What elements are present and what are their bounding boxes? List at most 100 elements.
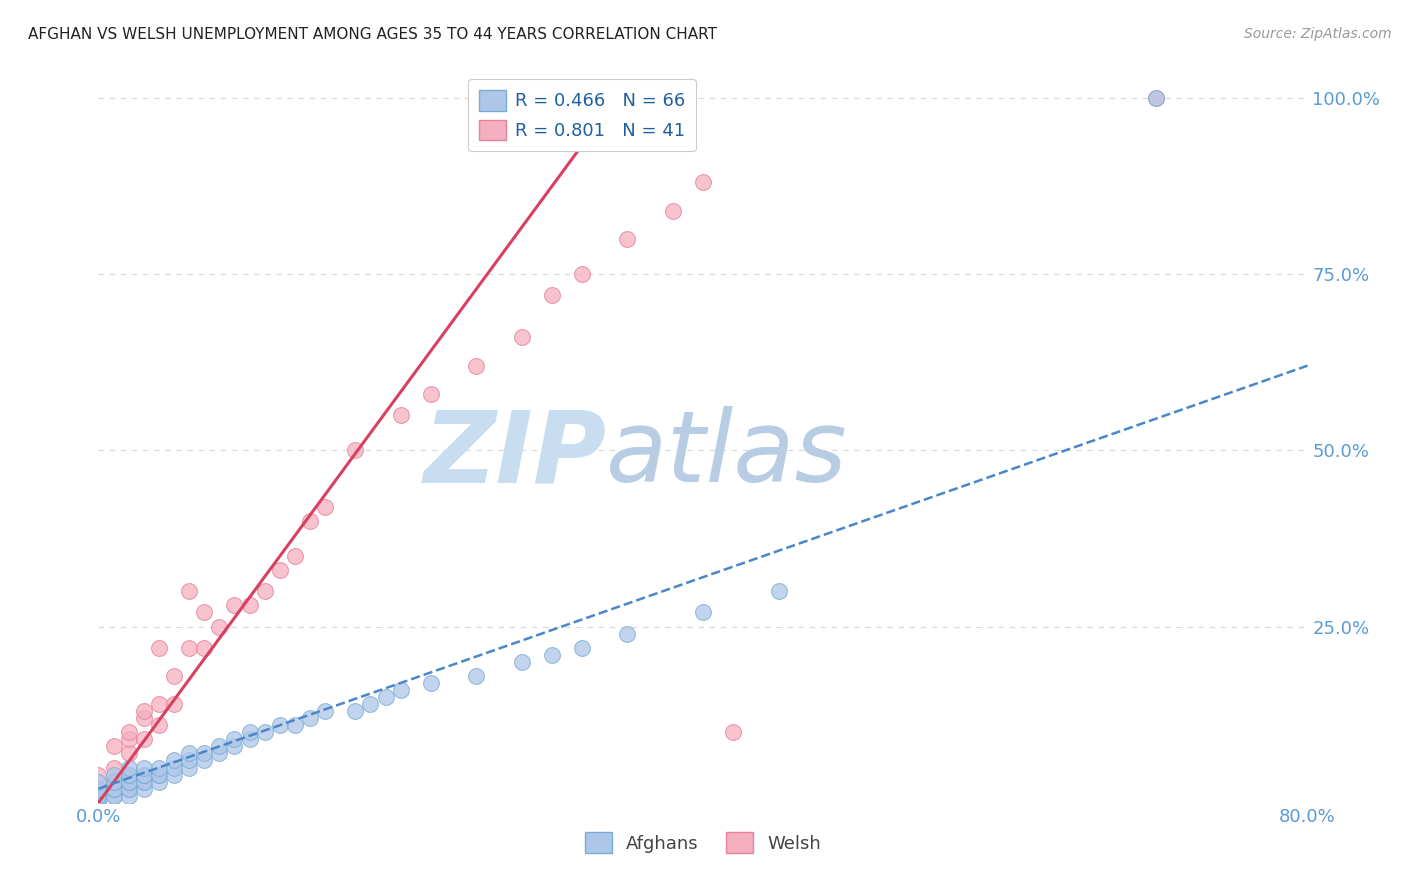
Point	[269, 718, 291, 732]
Point	[103, 767, 125, 781]
Point	[118, 767, 141, 781]
Point	[87, 789, 110, 803]
Point	[253, 584, 276, 599]
Point	[360, 697, 382, 711]
Point	[118, 760, 141, 774]
Point	[299, 711, 322, 725]
Point	[87, 774, 110, 789]
Point	[87, 796, 110, 810]
Point	[148, 760, 170, 774]
Point	[208, 619, 231, 633]
Point	[103, 739, 125, 754]
Point	[179, 754, 201, 768]
Point	[118, 767, 141, 781]
Point	[193, 640, 215, 655]
Point	[179, 760, 201, 774]
Point	[87, 789, 110, 803]
Point	[420, 676, 443, 690]
Point	[87, 781, 110, 796]
Point	[510, 655, 533, 669]
Text: Source: ZipAtlas.com: Source: ZipAtlas.com	[1244, 27, 1392, 41]
Point	[314, 500, 336, 514]
Point	[179, 584, 201, 599]
Point	[193, 747, 215, 761]
Point	[389, 408, 412, 422]
Point	[224, 599, 246, 613]
Point	[616, 232, 638, 246]
Point	[420, 387, 443, 401]
Point	[692, 606, 714, 620]
Text: AFGHAN VS WELSH UNEMPLOYMENT AMONG AGES 35 TO 44 YEARS CORRELATION CHART: AFGHAN VS WELSH UNEMPLOYMENT AMONG AGES …	[28, 27, 717, 42]
Point	[148, 767, 170, 781]
Point	[540, 288, 562, 302]
Point	[208, 739, 231, 754]
Point	[571, 267, 593, 281]
Point	[284, 549, 307, 563]
Point	[132, 760, 155, 774]
Point	[103, 781, 125, 796]
Text: atlas: atlas	[606, 407, 848, 503]
Point	[118, 789, 141, 803]
Point	[239, 599, 262, 613]
Point	[148, 718, 170, 732]
Point	[118, 747, 141, 761]
Point	[344, 704, 367, 718]
Point	[224, 739, 246, 754]
Point	[389, 683, 412, 698]
Point	[723, 725, 745, 739]
Point	[284, 718, 307, 732]
Point	[465, 669, 488, 683]
Point	[208, 747, 231, 761]
Point	[239, 732, 262, 747]
Point	[103, 760, 125, 774]
Point	[163, 767, 186, 781]
Point	[87, 781, 110, 796]
Point	[314, 704, 336, 718]
Point	[118, 774, 141, 789]
Point	[132, 704, 155, 718]
Point	[1144, 91, 1167, 105]
Point	[179, 640, 201, 655]
Point	[118, 774, 141, 789]
Point	[193, 754, 215, 768]
Point	[253, 725, 276, 739]
Point	[132, 767, 155, 781]
Point	[132, 732, 155, 747]
Point	[374, 690, 396, 704]
Point	[103, 774, 125, 789]
Point	[118, 732, 141, 747]
Point	[103, 789, 125, 803]
Point	[163, 754, 186, 768]
Point	[299, 514, 322, 528]
Point	[148, 640, 170, 655]
Point	[465, 359, 488, 373]
Point	[768, 584, 790, 599]
Point	[1144, 91, 1167, 105]
Point	[616, 626, 638, 640]
Point	[179, 747, 201, 761]
Point	[87, 781, 110, 796]
Point	[132, 711, 155, 725]
Point	[692, 175, 714, 189]
Point	[269, 563, 291, 577]
Point	[103, 781, 125, 796]
Point	[118, 781, 141, 796]
Point	[224, 732, 246, 747]
Point	[163, 760, 186, 774]
Point	[163, 669, 186, 683]
Point	[239, 725, 262, 739]
Point	[344, 443, 367, 458]
Point	[193, 606, 215, 620]
Point	[118, 781, 141, 796]
Text: ZIP: ZIP	[423, 407, 606, 503]
Point	[148, 774, 170, 789]
Point	[132, 767, 155, 781]
Point	[103, 789, 125, 803]
Point	[118, 725, 141, 739]
Point	[132, 774, 155, 789]
Point	[103, 774, 125, 789]
Point	[132, 774, 155, 789]
Point	[510, 330, 533, 344]
Point	[661, 203, 683, 218]
Point	[103, 774, 125, 789]
